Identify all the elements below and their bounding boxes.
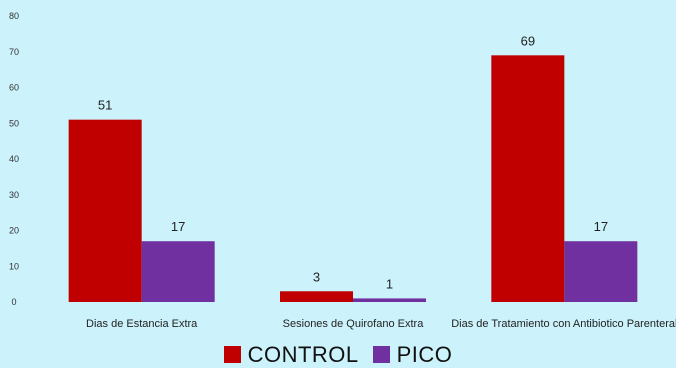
- data-label-pico-1: 1: [386, 276, 393, 291]
- y-tick-label: 70: [9, 47, 19, 57]
- data-label-pico-2: 17: [594, 219, 608, 234]
- bars: [68, 55, 638, 303]
- category-label-2: Dias de Tratamiento con Antibiotico Pare…: [451, 318, 676, 330]
- legend-swatch-pico: [372, 346, 390, 363]
- bar-control-0: [68, 119, 142, 302]
- bar-pico-1: [353, 298, 426, 302]
- legend-label-control: CONTROL: [247, 341, 359, 367]
- bar-control-1: [280, 291, 353, 302]
- bar-pico-2: [564, 241, 638, 302]
- y-tick-label: 60: [9, 83, 19, 93]
- legend-swatch-control: [223, 346, 241, 363]
- y-tick-label: 40: [9, 154, 19, 164]
- legend-item-pico: PICO: [372, 341, 453, 368]
- y-tick-label: 0: [11, 297, 16, 307]
- y-tick-label: 30: [9, 190, 19, 200]
- bar-pico-0: [141, 241, 215, 302]
- y-tick-label: 20: [9, 226, 19, 236]
- data-label-control-0: 51: [98, 98, 112, 113]
- legend: CONTROL PICO: [0, 341, 676, 368]
- data-label-control-2: 69: [521, 33, 535, 48]
- category-labels: Dias de Estancia Extra Sesiones de Quirof…: [86, 318, 676, 330]
- legend-label-pico: PICO: [396, 341, 453, 367]
- data-label-pico-0: 17: [171, 219, 185, 234]
- data-label-control-1: 3: [313, 269, 320, 284]
- legend-item-control: CONTROL: [223, 341, 359, 368]
- y-tick-label: 50: [9, 118, 19, 128]
- y-tick-label: 10: [9, 261, 19, 271]
- y-tick-label: 80: [9, 11, 19, 21]
- bar-control-2: [491, 55, 565, 303]
- category-label-0: Dias de Estancia Extra: [86, 318, 198, 330]
- bar-chart: 0 10 20 30 40 50 60 70 80 51 17 3 1 69 17 Dias de Est…: [9, 11, 676, 330]
- category-label-1: Sesiones de Quirofano Extra: [283, 318, 425, 330]
- y-axis: 0 10 20 30 40 50 60 70 80: [9, 11, 19, 307]
- data-labels: 51 17 3 1 69 17: [98, 33, 608, 291]
